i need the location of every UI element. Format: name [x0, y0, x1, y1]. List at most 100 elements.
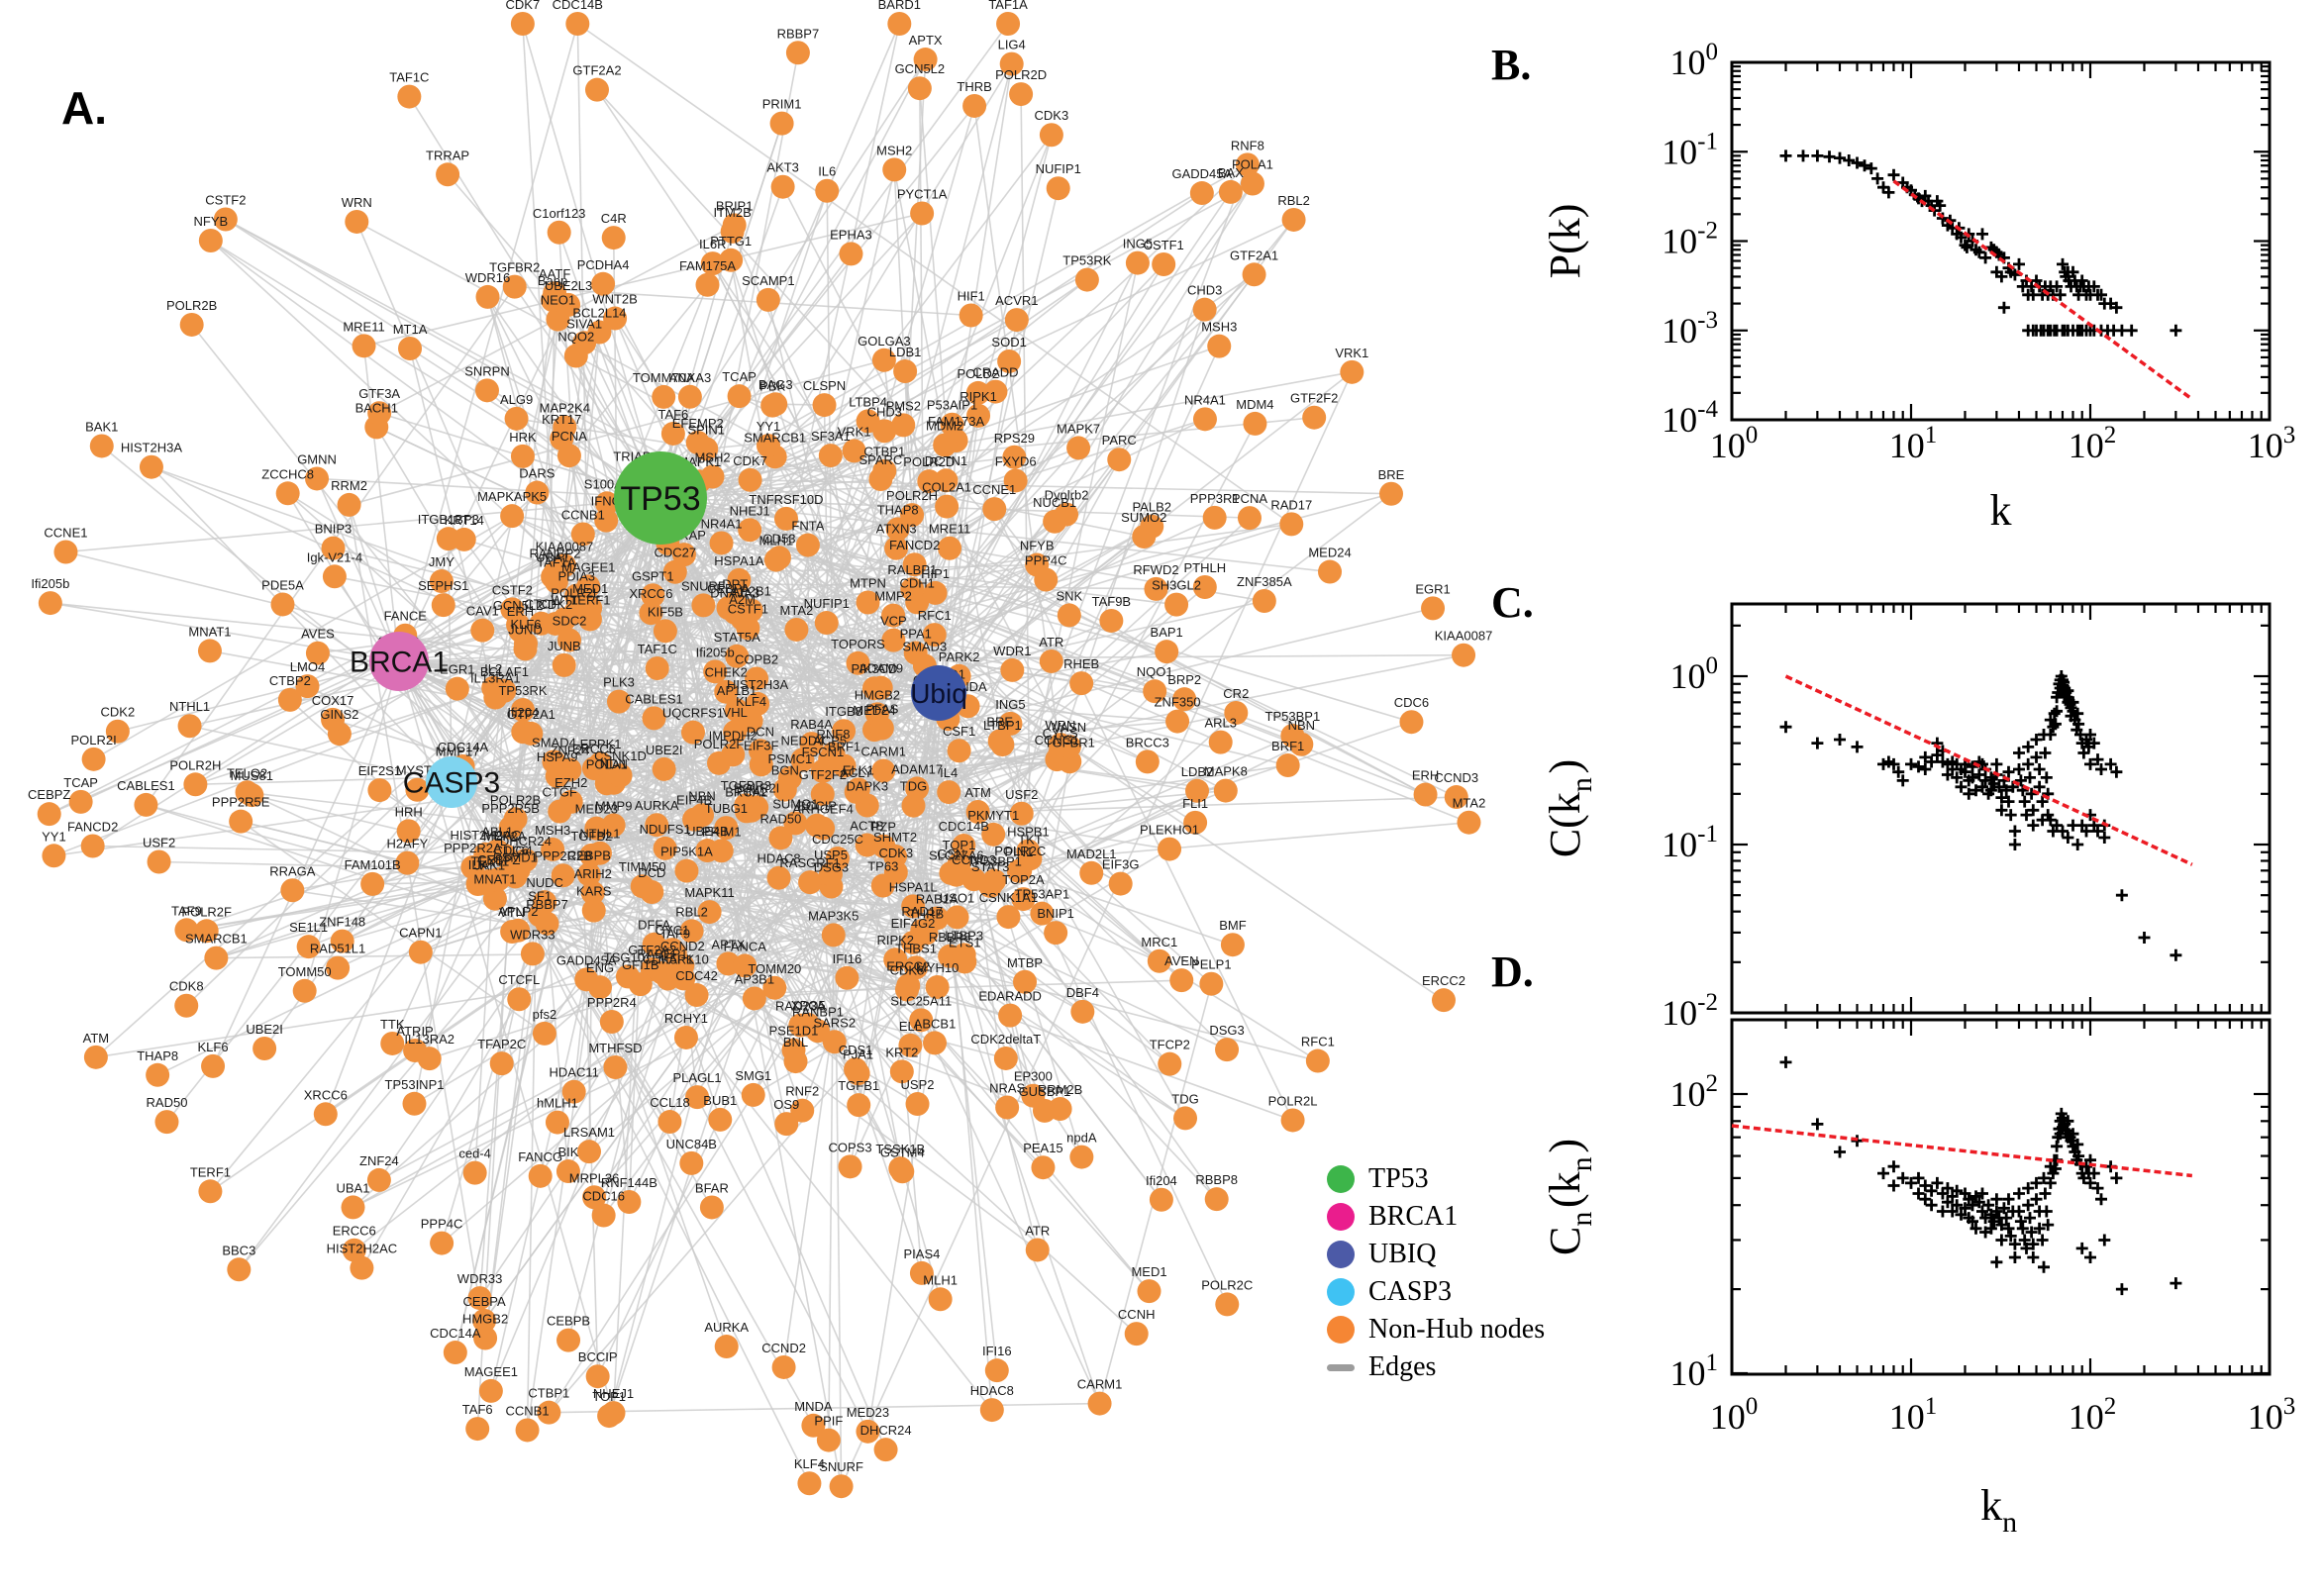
svg-text:MLH1: MLH1 — [923, 1272, 958, 1287]
svg-text:LTBP3: LTBP3 — [945, 928, 983, 943]
svg-text:VHL: VHL — [723, 705, 748, 720]
svg-text:ADAM17: ADAM17 — [891, 761, 943, 776]
svg-text:NUDC: NUDC — [526, 875, 563, 890]
svg-text:RNF8: RNF8 — [817, 727, 851, 742]
svg-text:TERF1: TERF1 — [190, 1164, 231, 1179]
svg-text:MAD2L1: MAD2L1 — [1066, 847, 1117, 861]
svg-text:ERCC2: ERCC2 — [886, 959, 930, 974]
svg-text:CEBPB: CEBPB — [567, 848, 611, 862]
svg-text:NHEJ1: NHEJ1 — [730, 503, 770, 518]
svg-text:CDC6: CDC6 — [494, 843, 529, 857]
svg-text:ZNF24: ZNF24 — [359, 1153, 399, 1168]
svg-text:BCCIP: BCCIP — [797, 799, 837, 814]
svg-text:IL13RA1: IL13RA1 — [470, 671, 521, 686]
svg-text:VTN: VTN — [499, 905, 525, 920]
svg-text:MRC1: MRC1 — [1141, 935, 1177, 949]
network-hub-nodes: TP53 BRCA1 CASP3 Ubiq — [350, 451, 967, 808]
svg-text:STAT3: STAT3 — [971, 859, 1010, 874]
svg-text:MSH3: MSH3 — [535, 823, 570, 838]
svg-text:NBN: NBN — [1288, 718, 1315, 733]
svg-text:HMGB2: HMGB2 — [462, 1311, 508, 1326]
svg-text:NTHL1: NTHL1 — [169, 699, 210, 714]
svg-text:RALBP1: RALBP1 — [887, 562, 937, 577]
svg-text:MTPN: MTPN — [850, 575, 886, 590]
svg-text:Cn (kn ): Cn (kn ) — [1541, 1139, 1598, 1255]
svg-text:SMAD4: SMAD4 — [532, 735, 576, 749]
svg-text:MAPK7: MAPK7 — [1057, 421, 1100, 436]
svg-text:COL2A1: COL2A1 — [922, 480, 971, 495]
svg-text:BMF: BMF — [1219, 918, 1247, 933]
svg-text:PPIF: PPIF — [814, 1414, 843, 1429]
svg-text:BRCC3: BRCC3 — [1126, 735, 1169, 749]
svg-text:TAF9: TAF9 — [171, 903, 202, 918]
hub-label-brca1: BRCA1 — [350, 647, 449, 679]
svg-text:PCNA: PCNA — [552, 429, 587, 444]
svg-text:Ifi205b: Ifi205b — [31, 576, 69, 591]
svg-text:102: 102 — [2069, 422, 2117, 465]
svg-text:XRCC6: XRCC6 — [304, 1087, 348, 1102]
svg-text:USP2: USP2 — [901, 1077, 935, 1092]
svg-text:HIST2H3A: HIST2H3A — [727, 677, 788, 692]
svg-text:BAG3: BAG3 — [758, 377, 793, 392]
svg-text:ZNF385A: ZNF385A — [1237, 574, 1292, 589]
svg-text:NEDD4: NEDD4 — [780, 733, 824, 748]
svg-text:KIAA0087: KIAA0087 — [536, 539, 594, 553]
svg-text:ARL3: ARL3 — [1204, 716, 1237, 731]
svg-text:WDR1: WDR1 — [993, 644, 1031, 658]
svg-text:TDG: TDG — [900, 779, 927, 794]
svg-text:NHEJ1: NHEJ1 — [593, 1386, 634, 1401]
svg-text:RBBP7: RBBP7 — [777, 26, 820, 41]
svg-text:NR4A1: NR4A1 — [1184, 392, 1226, 407]
svg-text:CDK7: CDK7 — [733, 453, 767, 468]
svg-text:ATXN3: ATXN3 — [876, 522, 917, 537]
svg-text:JAK1: JAK1 — [474, 858, 505, 873]
svg-text:TKT: TKT — [1018, 832, 1043, 847]
svg-text:101: 101 — [1889, 1393, 1938, 1437]
svg-text:TGFBR1: TGFBR1 — [1045, 735, 1095, 749]
svg-text:MED24: MED24 — [853, 703, 895, 718]
svg-text:CDK7: CDK7 — [506, 0, 541, 12]
svg-text:GTF3A: GTF3A — [358, 386, 400, 401]
svg-text:GTF2F2: GTF2F2 — [799, 767, 847, 782]
svg-text:CCNB1: CCNB1 — [561, 507, 605, 522]
scatter-points-b — [1779, 150, 2182, 337]
svg-text:CABLES1: CABLES1 — [117, 778, 175, 793]
svg-text:KRT14: KRT14 — [445, 513, 484, 528]
svg-text:RAD51L1: RAD51L1 — [310, 942, 365, 956]
svg-text:GSTM4: GSTM4 — [880, 1145, 925, 1159]
svg-text:ZCCHC8: ZCCHC8 — [261, 466, 314, 481]
svg-text:TGFB2: TGFB2 — [570, 829, 612, 844]
svg-text:ELK1: ELK1 — [843, 762, 874, 777]
svg-text:NR4A1: NR4A1 — [701, 516, 743, 531]
svg-text:XPO5: XPO5 — [791, 998, 826, 1013]
svg-text:MDM2: MDM2 — [926, 418, 963, 433]
svg-text:PPP2R2A: PPP2R2A — [444, 841, 502, 855]
svg-text:CDC6: CDC6 — [1394, 695, 1429, 710]
svg-text:RIPK2: RIPK2 — [876, 933, 914, 948]
svg-text:GOLGA3: GOLGA3 — [858, 334, 910, 349]
node-swatch-icon — [1327, 1278, 1355, 1306]
svg-text:PSMD1: PSMD1 — [493, 849, 538, 864]
svg-text:VASN: VASN — [1053, 720, 1086, 735]
svg-text:FLI1: FLI1 — [1182, 796, 1208, 811]
svg-text:WRN: WRN — [1045, 718, 1075, 733]
svg-text:DCN: DCN — [747, 724, 774, 739]
svg-text:CEBPA: CEBPA — [707, 581, 750, 596]
svg-text:DSG3: DSG3 — [814, 860, 849, 875]
svg-text:WDR33: WDR33 — [510, 927, 556, 942]
svg-text:CEBPZ: CEBPZ — [477, 852, 520, 867]
svg-text:TTK: TTK — [380, 1017, 405, 1032]
svg-text:ACLY: ACLY — [840, 765, 872, 780]
svg-text:RANBP2: RANBP2 — [529, 547, 580, 561]
svg-text:BAP1: BAP1 — [1151, 625, 1183, 640]
svg-text:TAF1A: TAF1A — [988, 0, 1028, 12]
svg-text:RANBP1: RANBP1 — [792, 1004, 844, 1019]
svg-text:TGFB1: TGFB1 — [838, 1078, 879, 1093]
svg-text:BBC3: BBC3 — [222, 1243, 255, 1257]
svg-text:DBF4: DBF4 — [1066, 985, 1099, 1000]
svg-text:MRPL36: MRPL36 — [569, 1170, 620, 1185]
svg-text:RBL2: RBL2 — [1277, 193, 1310, 208]
svg-text:CDK5R1: CDK5R1 — [643, 951, 693, 966]
svg-text:AKT3: AKT3 — [766, 160, 799, 175]
